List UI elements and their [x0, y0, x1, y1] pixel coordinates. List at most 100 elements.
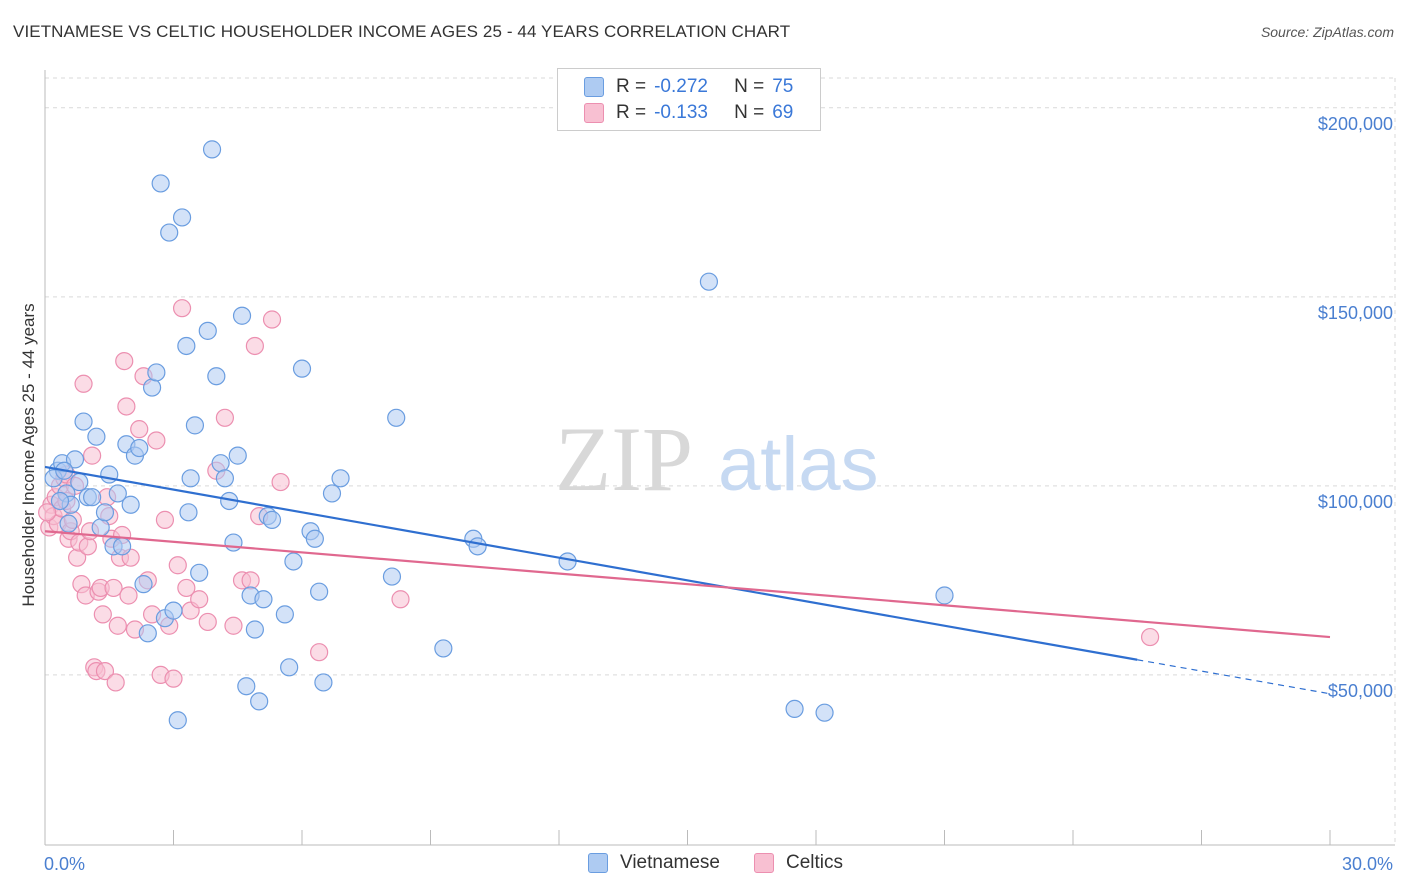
celtics-point: [155, 510, 175, 529]
celtics-point: [190, 590, 209, 609]
vietnamese-point: [275, 605, 294, 624]
celtics-point: [177, 578, 196, 598]
celtics-swatch: [584, 103, 604, 123]
vietnamese-point: [262, 510, 282, 529]
vietnamese-point: [434, 639, 453, 658]
y-tick-label: $100,000: [1318, 492, 1393, 512]
vietnamese-point: [292, 359, 312, 378]
watermark-zip: ZIP: [555, 408, 693, 510]
vietnamese-legend-label: Vietnamese: [620, 852, 720, 873]
celtics-point: [115, 351, 134, 371]
vietnamese-point: [935, 586, 954, 605]
vietnamese-point: [151, 174, 170, 193]
vietnamese-point: [70, 472, 89, 492]
vietnamese-swatch: [584, 77, 604, 97]
vietnamese-point: [280, 658, 299, 677]
celtics-point: [147, 431, 166, 450]
vietnamese-point: [134, 575, 153, 594]
vietnamese-point: [160, 223, 179, 242]
vietnamese-point: [558, 552, 577, 571]
celtics-trend-line: [44, 530, 1331, 639]
celtics-point: [93, 605, 112, 624]
vietnamese-point: [224, 533, 243, 552]
vietnamese-r-value: -0.272: [654, 76, 708, 97]
chart-title: VIETNAMESE VS CELTIC HOUSEHOLDER INCOME …: [13, 22, 791, 41]
legend-item-vietnamese[interactable]: Vietnamese: [588, 852, 720, 874]
vietnamese-point: [185, 416, 205, 435]
vietnamese-point: [382, 567, 402, 586]
celtics-point: [38, 503, 57, 522]
watermark-atlas: atlas: [718, 422, 879, 507]
celtics-point: [106, 673, 125, 692]
legend-row-celtics: R = -0.133 N = 69: [584, 100, 793, 126]
celtics-point: [95, 661, 115, 681]
vietnamese-point: [65, 450, 85, 469]
x-tick-labels: 0.0% 30.0%: [44, 854, 1393, 874]
vietnamese-point: [215, 469, 234, 488]
celtics-point: [83, 446, 102, 465]
celtics-n-value: 69: [772, 102, 794, 123]
vietnamese-point: [130, 438, 149, 458]
celtics-point: [104, 578, 123, 598]
celtics-point: [108, 616, 127, 635]
celtics-point: [164, 669, 183, 688]
celtics-legend-label: Celtics: [786, 852, 844, 873]
legend-n-label: N =: [734, 76, 765, 97]
legend-r-label: R =: [616, 76, 647, 97]
y-tick-label: $150,000: [1318, 303, 1393, 323]
celtics-point: [117, 397, 136, 416]
vietnamese-point: [190, 563, 209, 582]
y-axis-title: Householder Income Ages 25 - 44 years: [19, 303, 38, 606]
vietnamese-point: [198, 321, 217, 340]
y-tick-labels: $50,000 $100,000 $150,000 $200,000: [1318, 114, 1393, 701]
celtics-point: [262, 310, 282, 329]
y-tick-label: $50,000: [1328, 681, 1393, 701]
celtics-point: [78, 537, 97, 556]
celtics-point: [245, 336, 264, 356]
vietnamese-point: [50, 491, 70, 511]
vietnamese-point: [237, 677, 256, 696]
celtics-point: [215, 408, 234, 427]
vietnamese-point: [331, 469, 350, 488]
celtics-point: [1140, 627, 1160, 647]
vietnamese-point: [250, 692, 269, 711]
celtics-point: [391, 590, 410, 609]
series-legend: Vietnamese Celtics: [588, 852, 877, 874]
celtics-point: [74, 374, 93, 393]
vietnamese-point: [699, 272, 719, 291]
vietnamese-point: [202, 140, 222, 159]
celtics-point: [198, 612, 217, 632]
legend-r-label: R =: [616, 102, 647, 123]
vietnamese-point: [177, 336, 196, 356]
vietnamese-point: [179, 503, 198, 522]
vietnamese-point: [100, 465, 119, 484]
vietnamese-point: [138, 624, 157, 643]
vietnamese-trend-line: [44, 465, 1138, 661]
vietnamese-trend-extension: [1137, 659, 1331, 695]
correlation-legend: R = -0.272 N = 75 R = -0.133 N = 69: [557, 68, 821, 131]
vietnamese-point: [74, 412, 93, 431]
vietnamese-point: [164, 601, 183, 620]
vietnamese-point: [322, 484, 342, 503]
vietnamese-point: [284, 552, 303, 571]
vietnamese-point: [815, 703, 834, 722]
vietnamese-point: [254, 590, 273, 609]
vietnamese-point: [121, 495, 140, 514]
celtics-point: [224, 616, 243, 635]
vietnamese-point: [314, 673, 333, 692]
celtics-point: [119, 586, 138, 605]
vietnamese-point: [112, 537, 132, 556]
vietnamese-point: [310, 582, 329, 601]
y-tick-label: $200,000: [1318, 114, 1393, 134]
watermark: ZIP atlas: [555, 408, 879, 510]
source-label: Source: ZipAtlas.com: [1260, 24, 1394, 40]
trend-lines: [44, 465, 1331, 695]
vietnamese-point: [142, 378, 162, 397]
legend-n-label: N =: [734, 102, 765, 123]
axes: [44, 70, 1395, 846]
x-tick-label-min: 0.0%: [44, 854, 85, 874]
celtics-point: [172, 299, 192, 318]
legend-item-celtics[interactable]: Celtics: [754, 852, 843, 874]
vietnamese-points: [44, 140, 954, 730]
